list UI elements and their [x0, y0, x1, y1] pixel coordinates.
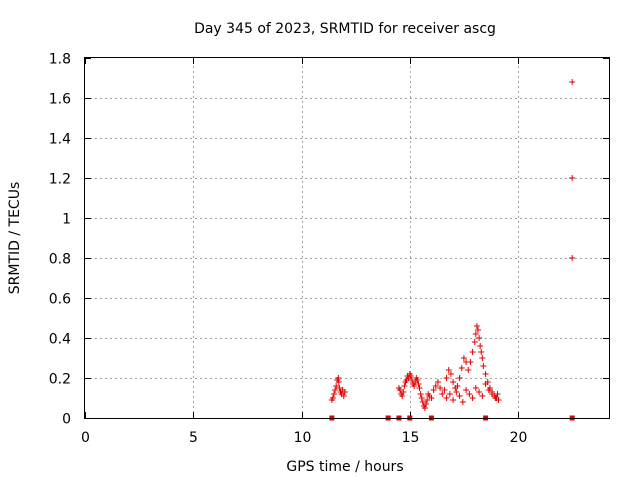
- x-tick-label: 0: [81, 430, 90, 446]
- data-point: [475, 327, 481, 333]
- data-point: [495, 397, 502, 403]
- x-tick-label: 15: [402, 430, 420, 446]
- data-point: [476, 389, 483, 395]
- data-point: [419, 399, 426, 405]
- axis-ticks: 0 5 10 15 20 0 0.2 0.4 0.6 0.8 1 1.2 1.4 1.6 1.8: [49, 52, 609, 446]
- data-point: [456, 393, 463, 399]
- y-tick-label: 0.2: [49, 372, 71, 388]
- data-points: [328, 79, 576, 421]
- x-tick-label: 20: [510, 430, 528, 446]
- y-tick-label: 1: [62, 212, 71, 228]
- y-tick-label: 1.6: [49, 92, 71, 108]
- data-point: [407, 373, 414, 379]
- data-point: [472, 331, 479, 337]
- data-point: [482, 371, 489, 377]
- data-point: [333, 383, 340, 389]
- data-point: [336, 385, 343, 391]
- y-tick-label: 0.8: [49, 252, 71, 268]
- grid: [85, 58, 609, 418]
- chart-title: Day 345 of 2023, SRMTID for receiver asc…: [194, 21, 496, 37]
- data-point: [439, 391, 446, 397]
- x-tick-label: 5: [189, 430, 198, 446]
- data-point: [411, 383, 418, 389]
- data-point: [423, 401, 430, 407]
- data-point: [473, 323, 480, 329]
- data-point: [443, 395, 450, 401]
- data-point: [494, 391, 501, 397]
- data-point: [421, 405, 428, 411]
- data-point: [471, 339, 478, 345]
- data-point: [335, 379, 342, 385]
- data-point: [428, 395, 435, 401]
- data-point: [332, 387, 339, 393]
- data-point: [476, 335, 483, 341]
- data-point: [445, 367, 452, 373]
- y-tick-label: 0: [62, 412, 71, 428]
- data-point: [446, 391, 453, 397]
- data-point: [430, 387, 437, 393]
- data-point: [469, 395, 476, 401]
- x-axis-label: GPS time / hours: [286, 459, 403, 475]
- data-point: [399, 393, 406, 399]
- data-point: [443, 375, 450, 381]
- data-point: [463, 387, 470, 393]
- y-tick-label: 0.4: [49, 332, 71, 348]
- data-point: [453, 389, 460, 395]
- data-point: [569, 79, 576, 85]
- data-point: [341, 389, 348, 395]
- data-point: [397, 387, 404, 393]
- data-point: [414, 377, 421, 383]
- data-point: [432, 383, 439, 389]
- data-point: [331, 391, 338, 397]
- data-point: [401, 383, 408, 389]
- data-point: [479, 355, 486, 361]
- data-point: [415, 381, 422, 387]
- data-point: [454, 383, 461, 389]
- data-point: [478, 349, 485, 355]
- y-tick-label: 1.2: [49, 172, 71, 188]
- data-point: [434, 379, 441, 385]
- x-tick-label: 10: [294, 430, 312, 446]
- data-point: [466, 391, 473, 397]
- plot-frame: [84, 57, 610, 419]
- data-point: [441, 387, 448, 393]
- data-point: [418, 395, 425, 401]
- data-point: [492, 395, 499, 401]
- data-point: [489, 391, 496, 397]
- data-point: [458, 365, 465, 371]
- data-point: [459, 399, 466, 405]
- data-point: [469, 349, 476, 355]
- data-point: [482, 381, 489, 387]
- data-point: [465, 367, 472, 373]
- data-point: [450, 379, 457, 385]
- data-point: [472, 385, 479, 391]
- data-point: [460, 355, 467, 361]
- y-axis-label: SRMTID / TECUs: [7, 182, 23, 295]
- data-point: [417, 391, 424, 397]
- data-point: [485, 387, 492, 393]
- data-point: [450, 397, 457, 403]
- y-tick-label: 1.8: [49, 52, 71, 68]
- data-point: [408, 377, 415, 383]
- data-point: [437, 385, 444, 391]
- data-point: [329, 395, 336, 401]
- y-tick-label: 0.6: [49, 292, 71, 308]
- data-point: [479, 393, 486, 399]
- data-point: [340, 393, 347, 399]
- data-point: [569, 175, 576, 181]
- data-point: [569, 255, 576, 261]
- y-tick-label: 1.4: [49, 132, 71, 148]
- data-point: [416, 385, 423, 391]
- data-point: [467, 359, 474, 365]
- data-point: [480, 363, 487, 369]
- data-point: [400, 389, 407, 395]
- data-point: [424, 397, 431, 403]
- data-point: [456, 375, 463, 381]
- data-point: [447, 371, 454, 377]
- data-point: [477, 343, 484, 349]
